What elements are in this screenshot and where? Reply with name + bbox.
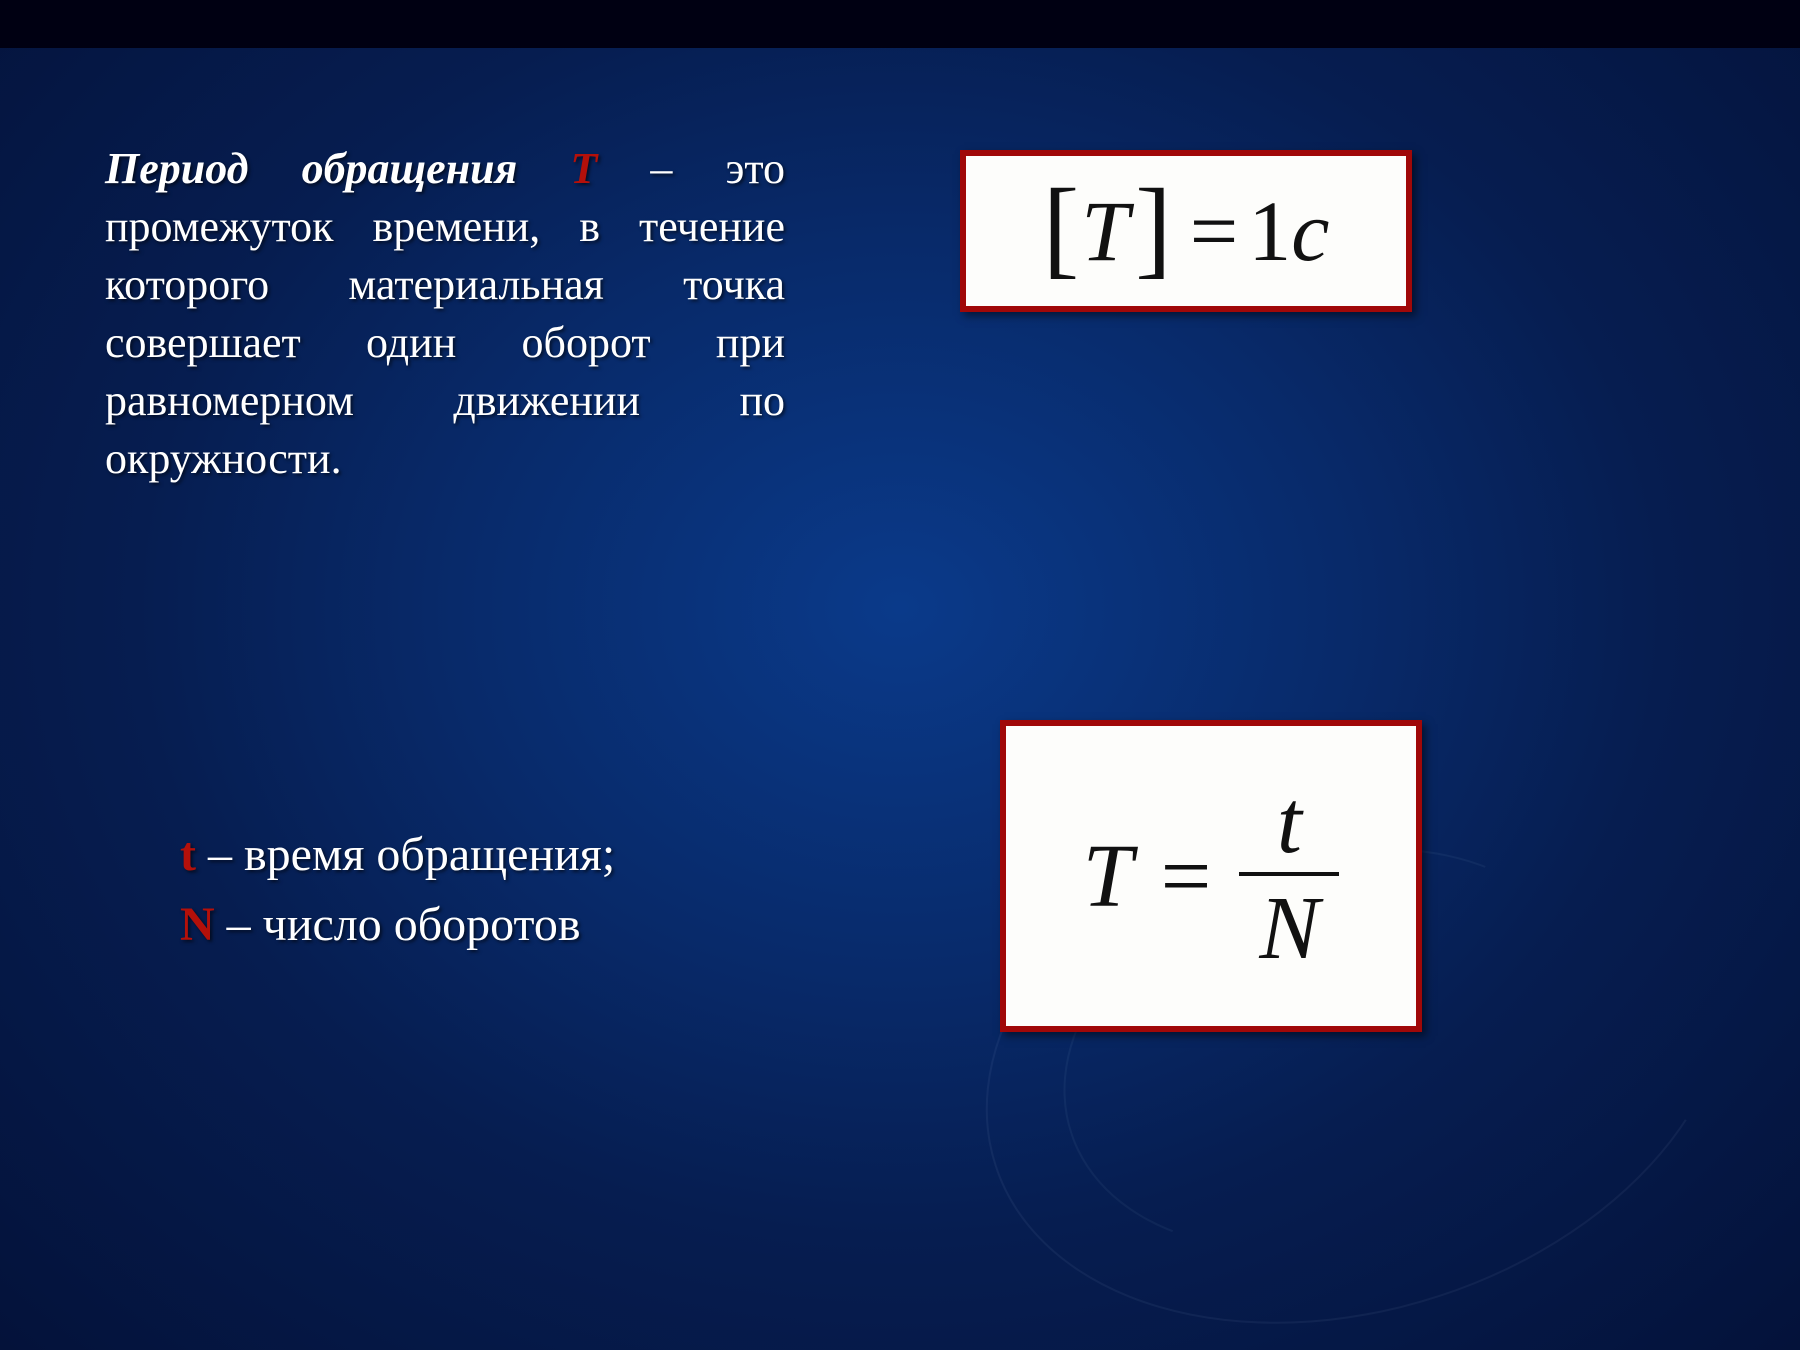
bracket-close: ] — [1135, 183, 1172, 271]
legend-line-N: N – число оборотов — [180, 890, 615, 960]
formula1-one: 1 — [1248, 181, 1291, 281]
definition-symbol-T: T — [570, 144, 597, 193]
definition-paragraph: Период обращения T – это промежуток врем… — [105, 140, 785, 488]
legend-text-t: – время обращения; — [208, 828, 615, 881]
definition-tail: – это промежуток времени, в течение кото… — [105, 144, 785, 483]
formula2-fraction: t N — [1239, 778, 1339, 974]
slide: Период обращения T – это промежуток врем… — [0, 0, 1800, 1350]
formula1-T: T — [1081, 181, 1129, 281]
formula2-denominator: N — [1239, 876, 1339, 974]
formula-box-unit: [ T ] = 1 c — [960, 150, 1412, 312]
formula2-numerator: t — [1257, 778, 1322, 872]
legend-symbol-N: N — [180, 898, 215, 951]
formula2-equals: = — [1161, 825, 1212, 928]
legend-block: t – время обращения; N – число оборотов — [180, 820, 615, 959]
formula-unit: [ T ] = 1 c — [1043, 181, 1330, 281]
formula-period: T = t N — [1083, 778, 1340, 974]
title-bar — [0, 0, 1800, 48]
legend-symbol-t: t — [180, 828, 196, 881]
formula1-unit-c: c — [1291, 181, 1329, 281]
legend-text-N: – число оборотов — [227, 898, 581, 951]
definition-lead: Период обращения — [105, 144, 517, 193]
formula2-T: T — [1083, 825, 1133, 928]
bracket-open: [ — [1043, 183, 1080, 271]
formula1-equals: = — [1190, 181, 1239, 281]
legend-line-t: t – время обращения; — [180, 820, 615, 890]
formula-box-period: T = t N — [1000, 720, 1422, 1032]
